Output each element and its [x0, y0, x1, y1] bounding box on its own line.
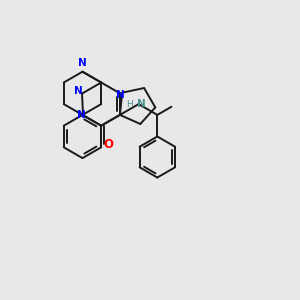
Text: O: O	[103, 138, 114, 151]
Text: N: N	[78, 58, 87, 68]
Text: N: N	[74, 86, 82, 96]
Text: N: N	[76, 110, 85, 120]
Text: N: N	[116, 90, 124, 100]
Text: H: H	[127, 100, 133, 109]
Text: N: N	[137, 99, 146, 109]
